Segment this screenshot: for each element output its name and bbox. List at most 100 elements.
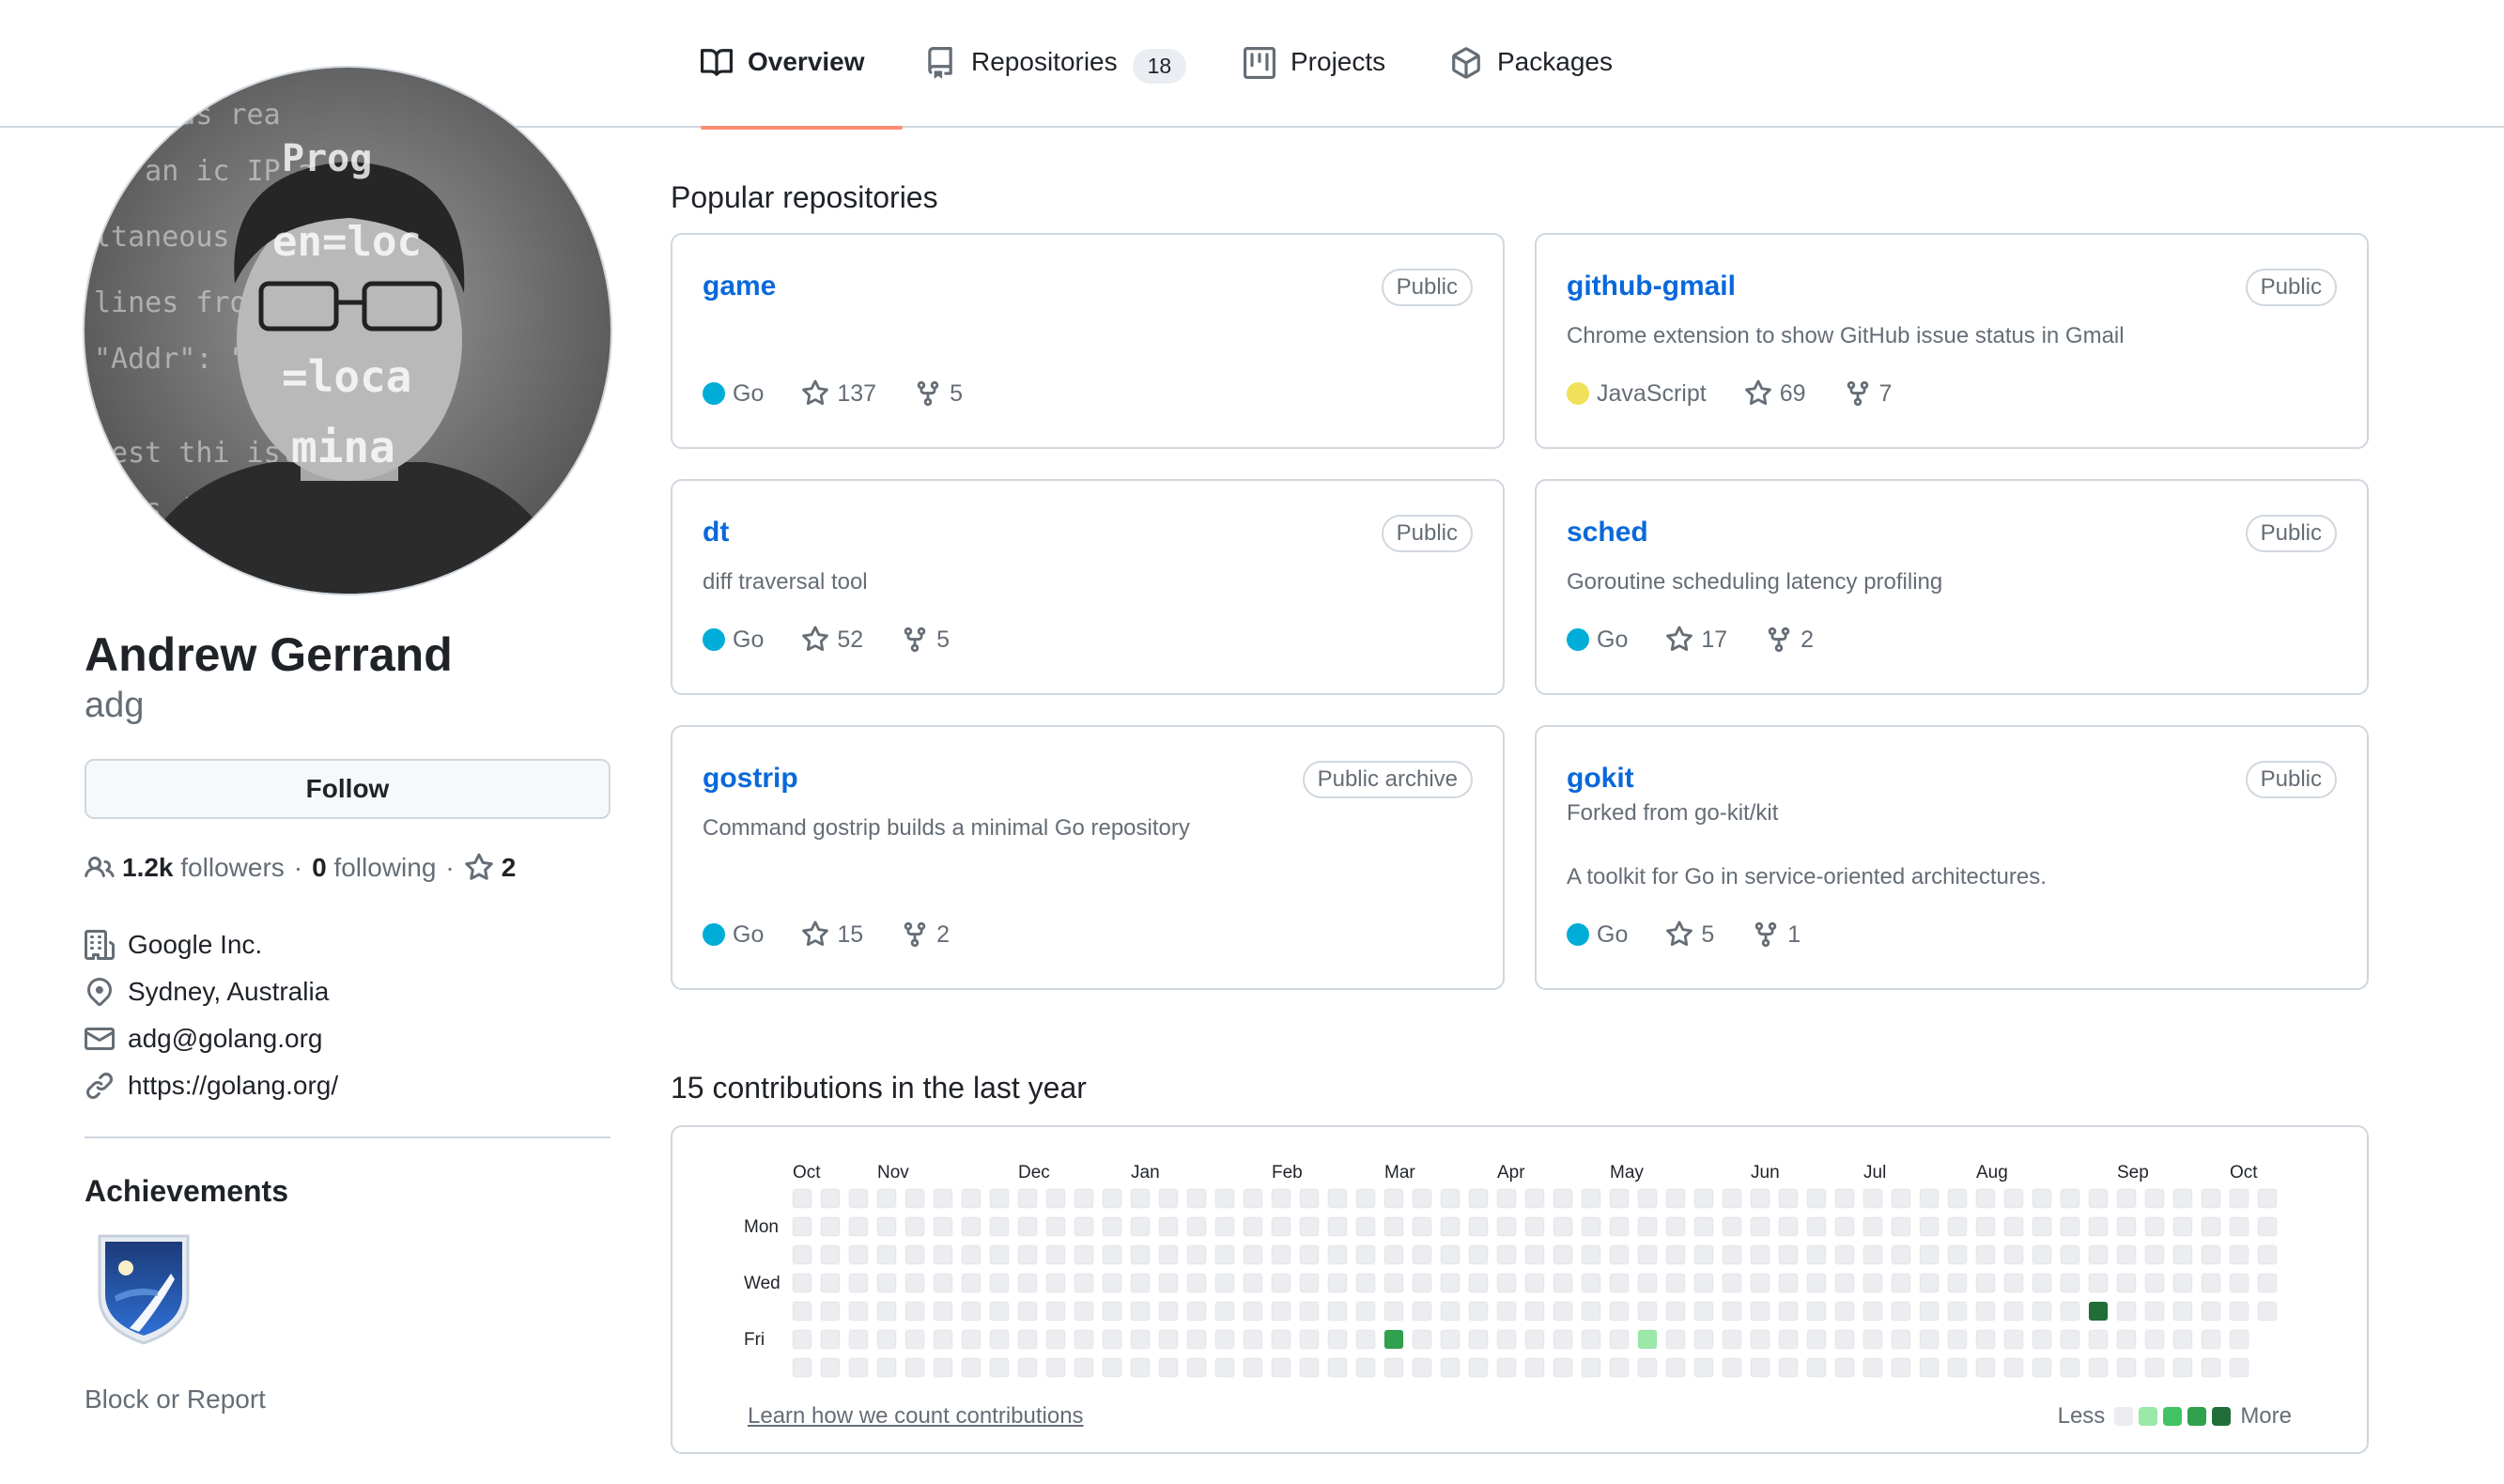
contribution-day[interactable] — [1947, 1273, 1968, 1293]
contribution-day[interactable] — [1609, 1273, 1630, 1293]
contribution-day[interactable] — [904, 1244, 925, 1265]
contribution-day[interactable] — [1947, 1329, 1968, 1350]
repo-stars[interactable]: 15 — [801, 920, 863, 949]
contribution-day[interactable] — [1553, 1301, 1573, 1322]
contribution-day[interactable] — [1975, 1244, 1996, 1265]
contribution-day[interactable] — [820, 1301, 841, 1322]
contribution-day[interactable] — [1975, 1216, 1996, 1237]
contribution-day[interactable] — [1722, 1329, 1742, 1350]
contribution-day[interactable] — [1074, 1329, 1094, 1350]
contribution-day[interactable] — [1355, 1357, 1376, 1378]
contribution-day[interactable] — [2060, 1244, 2080, 1265]
contribution-day[interactable] — [2088, 1244, 2109, 1265]
contribution-day[interactable] — [961, 1273, 982, 1293]
contribution-day[interactable] — [1778, 1301, 1799, 1322]
contribution-day[interactable] — [961, 1329, 982, 1350]
contribution-day[interactable] — [1806, 1188, 1827, 1209]
contribution-day[interactable] — [1186, 1301, 1207, 1322]
contribution-day[interactable] — [2116, 1216, 2137, 1237]
contribution-day[interactable] — [989, 1273, 1010, 1293]
contribution-day[interactable] — [1383, 1188, 1404, 1209]
contribution-day[interactable] — [2201, 1329, 2221, 1350]
contribution-day[interactable] — [1299, 1273, 1320, 1293]
contribution-day[interactable] — [792, 1244, 812, 1265]
contribution-day[interactable] — [2257, 1273, 2278, 1293]
contribution-day[interactable] — [1524, 1329, 1545, 1350]
contribution-day[interactable] — [2201, 1273, 2221, 1293]
contribution-day[interactable] — [2032, 1216, 2052, 1237]
contribution-day[interactable] — [1468, 1301, 1489, 1322]
repo-forked-from[interactable]: Forked from go-kit/kit — [1567, 800, 1779, 826]
contribution-day[interactable] — [1440, 1273, 1461, 1293]
contribution-day[interactable] — [1412, 1273, 1432, 1293]
contribution-day[interactable] — [876, 1301, 897, 1322]
contribution-day[interactable] — [2060, 1188, 2080, 1209]
contribution-day[interactable] — [1440, 1357, 1461, 1378]
contribution-day[interactable] — [2060, 1216, 2080, 1237]
contribution-day[interactable] — [2032, 1244, 2052, 1265]
contribution-day[interactable] — [2201, 1188, 2221, 1209]
contribution-day[interactable] — [904, 1357, 925, 1378]
contribution-day[interactable] — [1919, 1357, 1940, 1378]
avatar[interactable]: extends rea on an ic IP a ltaneous ion t… — [83, 66, 612, 595]
contribution-day[interactable] — [1355, 1273, 1376, 1293]
contribution-day[interactable] — [2229, 1216, 2249, 1237]
contribution-day[interactable] — [876, 1216, 897, 1237]
contribution-day[interactable] — [1271, 1301, 1291, 1322]
contribution-day[interactable] — [2229, 1329, 2249, 1350]
contribution-day[interactable] — [1017, 1357, 1038, 1378]
profile-website[interactable]: https://golang.org/ — [85, 1071, 338, 1101]
contribution-day[interactable] — [1299, 1188, 1320, 1209]
contribution-day[interactable] — [1271, 1357, 1291, 1378]
contribution-day[interactable] — [1327, 1188, 1348, 1209]
contribution-day[interactable] — [1693, 1188, 1714, 1209]
contribution-day[interactable] — [1693, 1301, 1714, 1322]
contribution-day[interactable] — [1975, 1301, 1996, 1322]
contribution-day[interactable] — [1468, 1329, 1489, 1350]
learn-contributions-link[interactable]: Learn how we count contributions — [748, 1403, 1084, 1429]
contribution-day[interactable] — [1271, 1329, 1291, 1350]
contribution-day[interactable] — [1834, 1244, 1855, 1265]
contribution-day[interactable] — [1609, 1216, 1630, 1237]
contribution-day[interactable] — [2116, 1273, 2137, 1293]
contribution-day[interactable] — [1383, 1273, 1404, 1293]
contribution-day[interactable] — [2257, 1188, 2278, 1209]
contribution-day[interactable] — [1524, 1301, 1545, 1322]
repo-forks[interactable]: 7 — [1844, 379, 1892, 408]
contribution-day[interactable] — [1553, 1329, 1573, 1350]
contribution-day[interactable] — [876, 1329, 897, 1350]
repo-stars[interactable]: 137 — [801, 379, 876, 408]
contribution-day[interactable] — [2088, 1273, 2109, 1293]
contribution-day[interactable] — [1074, 1301, 1094, 1322]
contribution-day[interactable] — [1271, 1216, 1291, 1237]
contribution-day[interactable] — [1186, 1273, 1207, 1293]
contribution-day[interactable] — [1834, 1357, 1855, 1378]
repo-forks[interactable]: 2 — [1765, 626, 1814, 654]
repo-name-link[interactable]: gokit — [1567, 763, 1634, 794]
contribution-day[interactable] — [1919, 1188, 1940, 1209]
contribution-day[interactable] — [1609, 1357, 1630, 1378]
contribution-day[interactable] — [2088, 1329, 2109, 1350]
contribution-day[interactable] — [1665, 1188, 1686, 1209]
contribution-day[interactable] — [1271, 1188, 1291, 1209]
contribution-day[interactable] — [1609, 1329, 1630, 1350]
contribution-day[interactable] — [1496, 1216, 1517, 1237]
contribution-day[interactable] — [1637, 1188, 1658, 1209]
contribution-day[interactable] — [1637, 1216, 1658, 1237]
contribution-day[interactable] — [2088, 1301, 2109, 1322]
contribution-day[interactable] — [1412, 1301, 1432, 1322]
contribution-day[interactable] — [1891, 1273, 1911, 1293]
contribution-day[interactable] — [1553, 1273, 1573, 1293]
contribution-day[interactable] — [2229, 1188, 2249, 1209]
contribution-day[interactable] — [2229, 1273, 2249, 1293]
contribution-day[interactable] — [1722, 1273, 1742, 1293]
contribution-day[interactable] — [2032, 1329, 2052, 1350]
contribution-day[interactable] — [2257, 1301, 2278, 1322]
contribution-day[interactable] — [1919, 1301, 1940, 1322]
contribution-day[interactable] — [1243, 1188, 1263, 1209]
contribution-day[interactable] — [1327, 1216, 1348, 1237]
contribution-day[interactable] — [933, 1301, 953, 1322]
contribution-day[interactable] — [792, 1188, 812, 1209]
contribution-day[interactable] — [1975, 1357, 1996, 1378]
contribution-day[interactable] — [1863, 1301, 1883, 1322]
